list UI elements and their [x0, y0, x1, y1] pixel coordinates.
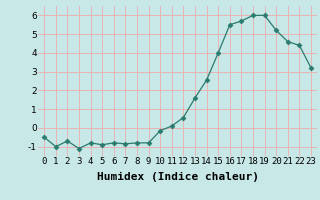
X-axis label: Humidex (Indice chaleur): Humidex (Indice chaleur) [97, 172, 259, 182]
